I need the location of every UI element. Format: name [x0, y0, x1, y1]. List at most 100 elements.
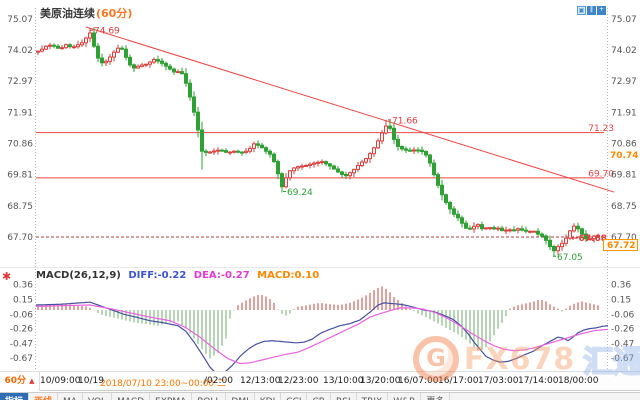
candle-body [564, 237, 568, 244]
price-axis-label-left: 75.07 [7, 15, 33, 25]
current-price-box [603, 239, 638, 251]
window-restore-icon[interactable]: ▣ [577, 6, 586, 15]
period-label: 60分 [4, 376, 26, 386]
extreme-annotation: 67.05 [557, 253, 583, 263]
period-selector[interactable]: 60分 ▲ [0, 372, 40, 391]
indicator-tab-zhibiao[interactable]: 指标 [0, 393, 30, 400]
candle-body [592, 235, 596, 240]
candle-body [244, 150, 248, 153]
candle-body [568, 230, 572, 239]
candle-body [212, 150, 216, 153]
candle-body [268, 150, 272, 155]
indicator-tab-expma[interactable]: EXPMA [150, 393, 193, 400]
candle-body [416, 149, 420, 152]
macd-axis-label-right: -0.67 [611, 354, 634, 364]
indicator-tab-macd[interactable]: MACD [112, 393, 151, 400]
candle-body [364, 158, 368, 163]
macd-axis-label-left: 0.36 [13, 280, 33, 290]
macd-axis-label-right: 0.15 [611, 295, 631, 305]
candle-body [352, 168, 356, 174]
candle-body [88, 32, 92, 39]
candle-body [68, 44, 72, 48]
candle-body [48, 44, 52, 47]
candle-body [308, 163, 312, 166]
candle-body [356, 165, 360, 170]
candle-body [52, 44, 56, 47]
candle-body [84, 37, 88, 44]
indicator-tab-kdj[interactable]: KDJ [255, 393, 282, 400]
candle-body [508, 229, 512, 232]
candle-body [116, 47, 120, 53]
candle-body [392, 127, 396, 140]
candle-body [540, 233, 544, 237]
candle-body [296, 166, 300, 169]
candle-body [140, 64, 144, 67]
candle-body [216, 149, 220, 152]
macd-axis-label-right: -0.47 [611, 340, 634, 350]
candle-body [232, 150, 236, 153]
macd-hist-value: MACD:0.10 [257, 270, 320, 281]
candle-body [456, 213, 460, 219]
candlestick-macd-chart[interactable]: 71.23 69.70 75.07 75.07 74.02 74.02 72.97 72.97… [0, 0, 640, 372]
pan-move-icon[interactable]: + [597, 6, 606, 15]
candle-body [164, 62, 168, 67]
candle-body [192, 96, 196, 113]
indicator-tab-rsi[interactable]: RSI [331, 393, 357, 400]
extreme-annotation: 71.66 [392, 116, 418, 126]
candle-body [524, 229, 528, 232]
candle-body [536, 230, 540, 235]
extreme-annotation: 74.69 [94, 27, 120, 37]
candle-body [72, 46, 76, 49]
candle-body [580, 228, 584, 235]
indicator-tab-w&r[interactable]: W&R [388, 393, 422, 400]
candle-body [112, 51, 116, 58]
candle-body [300, 165, 304, 168]
time-axis-label: 10/19 [78, 376, 104, 386]
indicator-tab-cci[interactable]: CCI [281, 393, 308, 400]
price-axis-label-right: 67.70 [611, 233, 637, 243]
indicator-tab-ma[interactable]: MA [58, 393, 83, 400]
candle-body [280, 173, 284, 188]
current-price-label: 67.72 [607, 241, 635, 251]
price-axis-label-right: 69.81 [611, 171, 637, 181]
kline-chart-icon[interactable]: ‖ [587, 6, 596, 15]
time-axis-bar: 60分 ▲ 2018/07/10 23:00~00:00 二 10/09:00 1… [0, 371, 640, 391]
indicator-settings-icon[interactable]: ✱ [2, 270, 12, 283]
candle-body [396, 138, 400, 148]
macd-header: MACD(26,12,9) DIFF:-0.22 DEA:-0.27 MACD:… [36, 270, 319, 281]
candle-body [132, 64, 136, 69]
candle-body [120, 47, 124, 50]
candle-body [504, 229, 508, 232]
candle-body [488, 227, 492, 230]
time-axis-label: 18/00:00 [558, 376, 599, 386]
candle-body [236, 150, 240, 153]
candle-body [172, 68, 176, 73]
price-axis-label-left: 71.91 [7, 108, 33, 118]
chart-toolbar: ▣ ‖ + [577, 6, 606, 15]
time-axis-label: 10/09:00 [40, 376, 81, 386]
indicator-tab-trix[interactable]: TRIX [357, 393, 389, 400]
price-axis-label-right: 70.86 [611, 140, 637, 150]
indicator-tab-vol[interactable]: VOL [83, 393, 113, 400]
candle-body [188, 82, 192, 98]
indicator-tab-boll[interactable]: BOLL [192, 393, 227, 400]
indicator-tab-cr[interactable]: CR [307, 393, 332, 400]
macd-dea-line [36, 304, 609, 365]
price-axis-label-left: 72.97 [7, 77, 33, 87]
indicator-tab-dmi[interactable]: DMI [226, 393, 255, 400]
candle-body [144, 63, 148, 66]
candle-body [528, 230, 532, 233]
candle-body [220, 149, 224, 152]
time-axis-label: 12/23:00 [278, 376, 319, 386]
price-axis-label-right: 68.75 [611, 202, 637, 212]
candle-body [124, 48, 128, 58]
candle-body [384, 125, 388, 134]
candle-body [516, 228, 520, 231]
candle-body [136, 65, 140, 69]
price-axis-label-left: 67.70 [7, 233, 33, 243]
candle-body [240, 151, 244, 154]
candle-body [388, 125, 392, 129]
indicator-tab-更多[interactable]: 更多 [421, 393, 451, 400]
indicator-tab-huaxian[interactable]: 画线 [29, 393, 59, 400]
candle-body [168, 65, 172, 70]
